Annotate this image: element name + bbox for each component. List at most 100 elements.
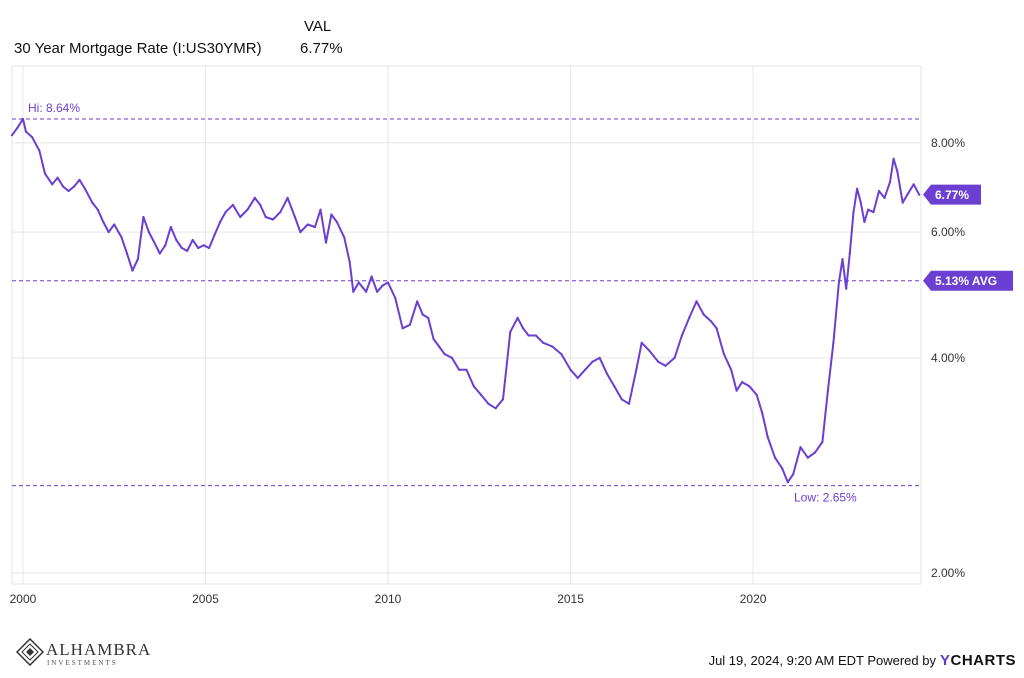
data-point xyxy=(231,203,234,206)
data-point xyxy=(24,130,27,133)
reference-lines: Hi: 8.64% Low: 2.65% xyxy=(12,101,921,505)
data-point xyxy=(30,136,34,139)
data-point xyxy=(381,284,384,287)
data-point xyxy=(848,252,851,255)
data-point xyxy=(735,389,738,392)
data-point xyxy=(370,275,373,278)
data-point xyxy=(21,117,25,121)
data-point xyxy=(741,381,744,384)
series-line xyxy=(11,118,921,484)
avg-badge xyxy=(923,270,1013,291)
data-point xyxy=(78,178,81,181)
data-point xyxy=(259,203,262,206)
data-point xyxy=(635,368,638,371)
alhambra-logo: ALHAMBRA INVESTMENTS xyxy=(16,636,156,670)
data-point xyxy=(591,360,594,363)
data-point xyxy=(912,183,915,186)
data-point xyxy=(480,393,483,396)
data-point xyxy=(186,249,189,252)
data-point xyxy=(620,398,623,401)
data-point xyxy=(91,201,94,204)
data-point xyxy=(695,300,698,303)
data-point xyxy=(560,353,563,356)
data-point xyxy=(16,126,19,129)
data-point xyxy=(306,223,309,226)
data-point xyxy=(142,215,145,219)
data-point xyxy=(67,189,70,193)
data-point xyxy=(313,225,317,229)
grid-lines xyxy=(11,65,922,585)
data-point xyxy=(343,236,346,239)
data-point xyxy=(613,385,616,388)
data-point xyxy=(213,233,216,236)
logo-subtitle: INVESTMENTS xyxy=(47,659,118,667)
data-point xyxy=(781,467,784,470)
data-point xyxy=(826,389,830,392)
data-point xyxy=(416,300,419,303)
data-point xyxy=(522,327,525,330)
data-point xyxy=(852,211,855,214)
series-name[interactable]: 30 Year Mortgage Rate (I:US30YMR) xyxy=(14,40,262,57)
data-point xyxy=(856,187,859,190)
data-point xyxy=(376,290,379,293)
avg-badge-label: 5.13% AVG xyxy=(935,274,997,288)
data-point xyxy=(125,252,129,255)
data-point xyxy=(647,349,651,352)
data-point xyxy=(799,446,802,449)
ycharts-logo[interactable]: YCHARTS xyxy=(940,652,1016,669)
data-point xyxy=(438,345,441,348)
data-point xyxy=(432,338,435,341)
data-point xyxy=(421,313,424,316)
data-point xyxy=(702,313,705,316)
y-tick-label: 4.00% xyxy=(931,351,965,365)
data-point xyxy=(877,189,881,193)
x-tick-label: 2015 xyxy=(557,592,584,606)
data-point xyxy=(386,281,390,284)
data-point xyxy=(113,223,116,226)
data-point xyxy=(534,334,538,337)
value-column-label: VAL xyxy=(304,18,332,35)
legend-header: VAL 30 Year Mortgage Rate (I:US30YMR) 6.… xyxy=(0,0,400,64)
data-point xyxy=(569,368,572,371)
data-point xyxy=(164,244,167,247)
data-point xyxy=(859,201,862,204)
data-point xyxy=(509,330,512,333)
data-point xyxy=(730,368,733,371)
data-point xyxy=(845,287,848,290)
data-point xyxy=(688,316,691,319)
data-point xyxy=(427,316,430,319)
data-point xyxy=(761,411,764,414)
data-point xyxy=(271,218,275,221)
data-point xyxy=(38,149,41,152)
data-point xyxy=(863,220,866,224)
data-point xyxy=(319,208,322,211)
data-point xyxy=(766,435,769,439)
data-point xyxy=(487,402,490,405)
data-point xyxy=(324,241,328,244)
data-point xyxy=(841,258,844,261)
data-point xyxy=(158,252,161,255)
x-axis-ticks: 2000 2005 2010 2015 2020 xyxy=(10,592,767,606)
data-point xyxy=(246,208,249,211)
data-point xyxy=(907,192,910,195)
y-tick-label: 6.00% xyxy=(931,225,965,239)
data-point xyxy=(872,211,875,214)
hi-label: Hi: 8.64% xyxy=(28,101,80,115)
data-point xyxy=(357,281,360,284)
data-point xyxy=(169,225,172,229)
data-point xyxy=(832,341,835,344)
data-point xyxy=(102,220,105,224)
data-point xyxy=(755,393,758,396)
data-point xyxy=(710,320,713,323)
diamond-logo-icon xyxy=(16,638,44,666)
y-tick-label: 8.00% xyxy=(931,136,965,150)
data-point xyxy=(330,213,333,216)
data-point xyxy=(348,260,351,264)
data-point xyxy=(96,208,99,211)
x-tick-label: 2020 xyxy=(740,592,767,606)
data-point xyxy=(806,456,809,459)
data-point xyxy=(62,185,65,188)
data-point xyxy=(208,246,211,250)
data-point xyxy=(640,341,643,344)
data-point xyxy=(394,297,397,300)
